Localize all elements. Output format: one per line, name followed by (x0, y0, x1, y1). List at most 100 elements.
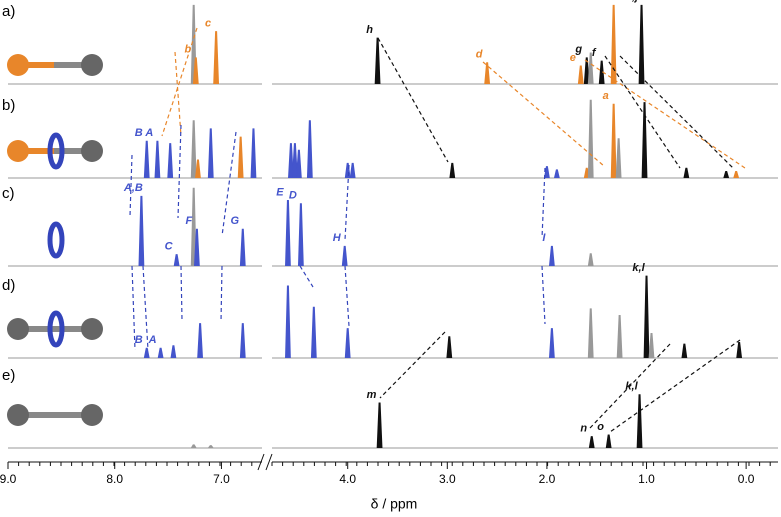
peak (638, 4, 645, 85)
peak-label: E (276, 186, 284, 198)
peak (553, 169, 560, 179)
peak (616, 314, 623, 359)
peak (588, 436, 595, 449)
molecule-e (7, 404, 103, 426)
peak (190, 444, 197, 449)
peak-label: c (205, 17, 211, 29)
x-tick-label: 7.0 (213, 472, 230, 486)
peak (295, 149, 302, 179)
x-tick-label: 2.0 (539, 472, 556, 486)
x-axis-label: δ / ppm (371, 496, 418, 512)
peak (587, 52, 594, 85)
peak (484, 62, 491, 85)
peak (239, 323, 246, 359)
peak (736, 342, 743, 359)
peak (587, 308, 594, 359)
peak (213, 31, 220, 85)
peak (207, 445, 214, 449)
peak-label: F (186, 215, 193, 227)
peak (306, 120, 313, 179)
peak-label: m (367, 389, 377, 401)
peak-label: B (135, 127, 143, 139)
x-tick-label: 3.0 (439, 472, 456, 486)
peak (636, 394, 643, 449)
peak (544, 166, 550, 179)
peak (173, 254, 180, 267)
peak (190, 187, 197, 267)
peak (615, 138, 622, 179)
peak (237, 136, 244, 179)
peak (643, 275, 650, 359)
panel-label: b) (2, 97, 15, 114)
peak (374, 37, 381, 85)
peak-label: i,j (629, 0, 639, 3)
peak (310, 306, 317, 359)
peak (723, 171, 730, 179)
peak-label: a (603, 90, 609, 102)
panel-label: d) (2, 277, 15, 294)
peak (292, 143, 298, 179)
x-tick-label: 0.0 (738, 472, 755, 486)
peak-label: a (603, 0, 609, 3)
peak (341, 245, 348, 267)
peak (577, 65, 584, 85)
panel-label: e) (2, 367, 15, 384)
peak-label: G (231, 215, 240, 227)
x-tick-label: 1.0 (638, 472, 655, 486)
peak-label: e (570, 52, 576, 64)
peak (548, 245, 555, 267)
peak (605, 434, 612, 449)
peak-label: A,B (123, 182, 143, 194)
peak (143, 140, 150, 179)
peak (610, 4, 617, 85)
molecule-b (7, 132, 103, 170)
molecule-d (7, 310, 103, 348)
peak (733, 171, 740, 179)
correlation-lines (129, 27, 746, 433)
peak-label: h (366, 24, 373, 36)
peak-label: d (476, 49, 483, 61)
peak (583, 57, 590, 85)
peak-label: k,l (625, 381, 638, 393)
peak-label: g (574, 44, 582, 56)
peak (193, 228, 200, 267)
peak-label: D (289, 190, 297, 202)
peak (195, 159, 201, 179)
peak-label: I (542, 232, 546, 244)
peak (587, 99, 594, 179)
peak-label: A (148, 334, 157, 346)
peak (285, 200, 291, 267)
peak (587, 253, 594, 267)
axis-break (257, 453, 273, 471)
peak (239, 228, 246, 267)
peak (446, 336, 453, 359)
molecule-a (7, 54, 103, 76)
peak-label: H (333, 232, 342, 244)
panel-label: c) (2, 185, 15, 202)
peak (207, 128, 214, 179)
peak (297, 203, 304, 267)
peak (641, 102, 648, 179)
peak-label: n (580, 422, 587, 434)
peak (376, 402, 383, 449)
x-tick-label: 8.0 (106, 472, 123, 486)
peak (648, 333, 655, 359)
peak (683, 167, 690, 179)
peak-label: o (597, 421, 604, 433)
peak (190, 120, 197, 179)
peak (449, 162, 456, 179)
peak-label: C (165, 240, 174, 252)
peak (344, 328, 351, 359)
peak (681, 343, 688, 359)
peak (285, 285, 291, 359)
peak-label: b (184, 44, 191, 56)
peak (154, 140, 161, 179)
peak-label: f (592, 47, 597, 59)
peak (138, 195, 145, 267)
peak (167, 143, 174, 179)
panel-label: a) (2, 3, 15, 20)
peak (157, 347, 164, 359)
peak (170, 345, 177, 359)
x-tick-label: 9.0 (0, 472, 17, 486)
